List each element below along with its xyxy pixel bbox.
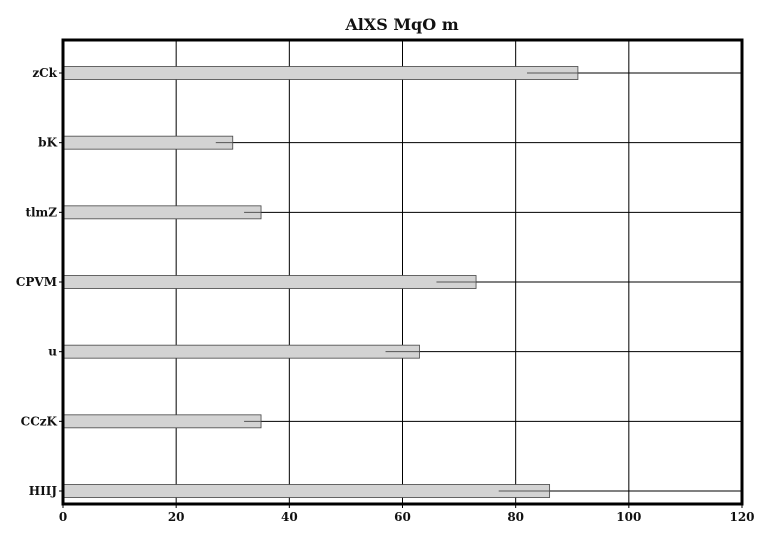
x-tick-label: 120 — [729, 510, 754, 524]
bar-CPVM — [62, 275, 477, 289]
x-axis-ticks: 0 20 40 60 80 100 120 — [59, 504, 755, 524]
y-tick-label: tlmZ — [25, 205, 57, 219]
bar-zCk — [62, 66, 579, 80]
bar-bK — [62, 135, 234, 150]
x-tick-label: 100 — [616, 510, 641, 524]
x-tick-label: 60 — [394, 510, 411, 524]
grid-lines — [63, 40, 742, 504]
x-tick-label: 80 — [507, 510, 524, 524]
x-tick-label: 20 — [168, 510, 185, 524]
bar-CCzK — [62, 414, 262, 429]
chart-title: AlXS MqO m — [344, 15, 458, 34]
plot-frame — [61, 38, 744, 506]
y-tick-label: u — [48, 345, 57, 359]
y-tick-label: CCzK — [21, 414, 58, 428]
x-tick-label: 40 — [281, 510, 298, 524]
y-tick-label: CPVM — [16, 275, 57, 289]
y-tick-label: zCk — [32, 66, 57, 80]
bar-u — [62, 344, 420, 359]
bar-tlmZ — [62, 205, 262, 220]
y-axis-ticks: zCk bK tlmZ CPVM u CCzK HIIJ — [16, 66, 63, 498]
y-tick-label: HIIJ — [29, 484, 58, 498]
y-tick-label: bK — [38, 136, 57, 150]
x-tick-label: 0 — [59, 510, 67, 524]
bar-HIIJ — [62, 484, 551, 498]
